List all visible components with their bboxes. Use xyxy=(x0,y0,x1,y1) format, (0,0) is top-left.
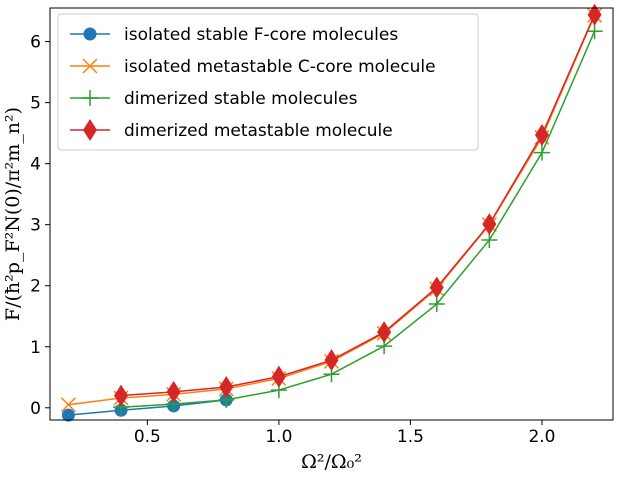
y-tick-label: 5 xyxy=(30,94,41,114)
data-point xyxy=(429,276,444,299)
data-point xyxy=(324,349,339,372)
legend-box xyxy=(57,13,479,151)
data-point xyxy=(534,123,549,146)
data-point xyxy=(60,397,76,413)
legend-swatch-marker xyxy=(83,119,97,141)
x-tick-label: 1.5 xyxy=(397,427,424,447)
legend-swatch-marker xyxy=(83,27,97,41)
legend-item: isolated stable F-core molecules xyxy=(70,25,398,45)
y-tick-label: 2 xyxy=(30,277,41,297)
data-point xyxy=(533,144,550,161)
data-point xyxy=(166,380,181,403)
data-point xyxy=(114,384,129,407)
data-point xyxy=(61,408,75,422)
plot-frame xyxy=(49,7,614,421)
x-tick-label: 0.5 xyxy=(134,427,161,447)
data-point xyxy=(377,321,392,344)
legend-item: isolated metastable C-core molecule xyxy=(70,57,436,77)
data-point xyxy=(219,376,234,399)
series-4 xyxy=(114,3,602,407)
legend-swatch-marker xyxy=(82,58,98,74)
data-point xyxy=(428,296,445,313)
legend-item: dimerized metastable molecule xyxy=(70,119,393,141)
legend-item: dimerized stable molecules xyxy=(70,89,358,109)
series-line xyxy=(120,30,596,408)
legend-label: isolated stable F-core molecules xyxy=(124,25,398,45)
plot-area xyxy=(60,3,603,422)
series-1 xyxy=(61,393,233,422)
y-tick-label: 0 xyxy=(30,399,41,419)
y-tick-label: 1 xyxy=(30,338,41,358)
y-tick-label: 4 xyxy=(30,155,41,175)
legend: isolated stable F-core molecules isolated… xyxy=(57,13,479,151)
x-axis-label: Ω²/Ω₀² xyxy=(301,451,362,473)
data-point xyxy=(482,213,497,236)
series-line xyxy=(68,399,227,416)
legend-label: dimerized metastable molecule xyxy=(124,121,393,141)
y-axis-label: F/(ħ²p_F²N(0)/π²m_n²) xyxy=(2,107,24,321)
x-tick-label: 1.0 xyxy=(265,427,292,447)
legend-label: dimerized stable molecules xyxy=(124,89,358,109)
data-point xyxy=(587,3,602,26)
legend-swatch-marker xyxy=(82,90,98,106)
data-point xyxy=(271,365,286,388)
data-point xyxy=(586,23,603,40)
y-tick-label: 3 xyxy=(30,216,41,236)
axis-ticks: 0.5 1.0 1.5 2.0 0 1 2 3 4 5 6 xyxy=(30,33,555,447)
legend-items: isolated stable F-core molecules isolated… xyxy=(70,25,436,141)
x-tick-label: 2.0 xyxy=(528,427,555,447)
y-tick-label: 6 xyxy=(30,33,41,53)
legend-label: isolated metastable C-core molecule xyxy=(124,57,436,77)
series-line xyxy=(120,14,596,397)
